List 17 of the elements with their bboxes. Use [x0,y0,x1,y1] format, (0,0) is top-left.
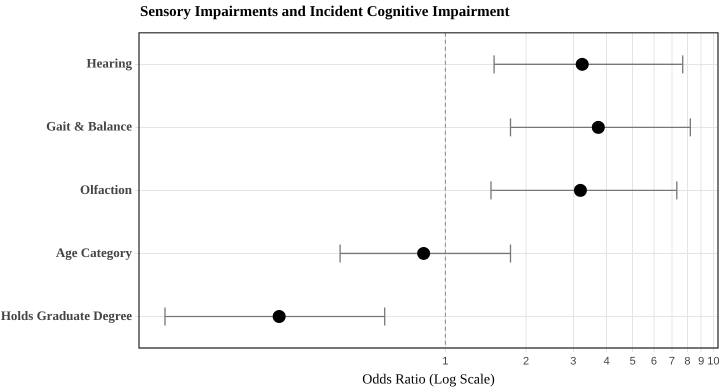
y-tick-label: Hearing [86,56,132,71]
x-tick-label: 9 [698,356,704,368]
y-tick-label: Age Category [56,244,132,260]
x-axis-title: Odds Ratio (Log Scale) [362,372,496,388]
x-tick-label: 7 [668,356,675,368]
x-tick-label: 10 [707,356,720,368]
x-tick-label: 6 [650,356,658,368]
x-tick-label: 4 [604,356,610,368]
x-tick-label: 5 [630,356,636,368]
chart-title: Sensory Impairments and Incident Cognitive Impairment [140,4,510,21]
x-tick-label: 8 [684,356,691,368]
y-tick-label: Holds Graduate Degree [0,308,132,323]
y-tick-label: Olfaction [80,182,133,197]
x-tick-label: 2 [522,356,530,368]
x-tick-label: 3 [570,356,576,368]
x-tick-label: 1 [442,356,448,368]
y-tick-label: Gait & Balance [46,118,132,134]
